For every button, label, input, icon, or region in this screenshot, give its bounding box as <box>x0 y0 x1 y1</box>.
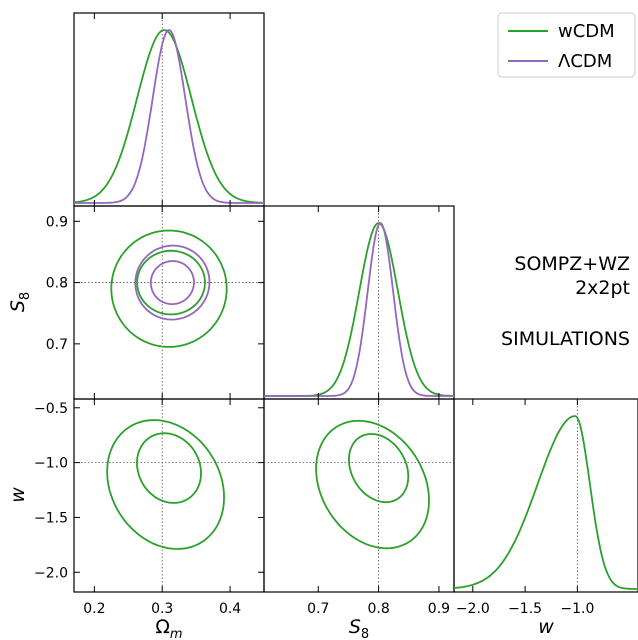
panel-frame <box>263 398 455 593</box>
y-tick-label: 0.9 <box>46 214 68 230</box>
diag-panel-om <box>73 12 265 207</box>
y-tick-label: −1.0 <box>34 456 68 472</box>
panel-om-w <box>73 398 265 593</box>
x-axis-label-s8: S8 <box>349 616 369 640</box>
x-tick-label: 0.2 <box>83 601 105 617</box>
marginal-om-wcdm <box>73 29 264 204</box>
diag-panel-s8 <box>263 205 455 400</box>
contour-s8_w-outer-wcdm <box>315 419 430 550</box>
y-axis-label-s8: S8 <box>7 292 33 312</box>
marginal-w-wcdm <box>453 415 638 590</box>
annotation-line-4: SIMULATIONS <box>501 328 630 350</box>
y-tick-label: 0.8 <box>46 276 68 292</box>
legend: wCDM ΛCDM <box>497 12 636 78</box>
legend-label-lcdm: ΛCDM <box>558 51 612 72</box>
x-axis-label-om: Ωm <box>155 616 182 640</box>
y-tick-label: −1.5 <box>34 510 68 526</box>
marginal-om-cdm <box>74 29 264 204</box>
x-tick-label: 0.9 <box>428 601 450 617</box>
x-tick-label: −2.0 <box>456 601 490 617</box>
panel-frame <box>73 205 265 400</box>
y-tick-label: −2.0 <box>34 565 68 581</box>
contour-om_s8-inner-cdm <box>149 260 195 306</box>
contour-s8_w-inner-wcdm <box>348 433 410 504</box>
axes-ticks-and-labels: 0.2 0.3 0.4 0.7 0.8 0.9 −2.0 −1.5 −1.00.70.80.9−… <box>7 13 594 640</box>
x-tick-label: 0.8 <box>367 601 389 617</box>
y-axis-label-w: w <box>7 487 29 503</box>
marginal-s8-wcdm <box>264 222 454 397</box>
contour-om_s8-outer-wcdm <box>110 229 228 348</box>
y-tick-label: −0.5 <box>34 401 68 417</box>
contour-om_w-outer-wcdm <box>106 419 225 550</box>
x-tick-label: 0.7 <box>307 601 329 617</box>
annotation-line-2: 2x2pt <box>575 277 630 299</box>
x-tick-label: 0.4 <box>219 601 241 617</box>
contour-om_w-inner-wcdm <box>136 432 202 504</box>
panel-om-s8 <box>73 205 265 400</box>
x-tick-label: −1.0 <box>560 601 594 617</box>
x-tick-label: −1.5 <box>508 601 542 617</box>
annotation-line-1: SOMPZ+WZ <box>514 253 630 275</box>
panel-frame <box>73 398 265 593</box>
x-axis-label-w: w <box>538 616 554 638</box>
y-tick-label: 0.7 <box>46 337 68 353</box>
contour-om_s8-outer-cdm <box>134 244 211 321</box>
panel-frame <box>73 12 265 207</box>
x-tick-label: 0.3 <box>151 601 173 617</box>
panel-frame <box>263 205 455 400</box>
annotation: SOMPZ+WZ 2x2pt SIMULATIONS <box>501 253 630 350</box>
panel-frame <box>453 398 638 593</box>
panel-s8-w <box>263 398 455 593</box>
contour-om_s8-inner-wcdm <box>136 249 206 316</box>
diag-panel-w <box>453 398 638 593</box>
legend-label-wcdm: wCDM <box>558 21 615 42</box>
marginal-s8-cdm <box>264 221 454 397</box>
